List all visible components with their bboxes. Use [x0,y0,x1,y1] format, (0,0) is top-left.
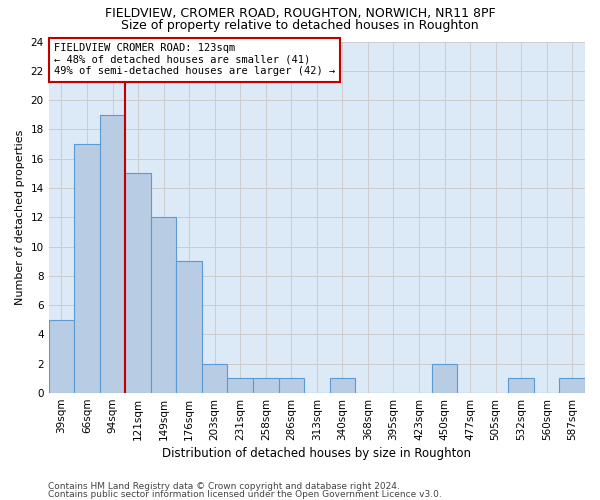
Text: FIELDVIEW CROMER ROAD: 123sqm
← 48% of detached houses are smaller (41)
49% of s: FIELDVIEW CROMER ROAD: 123sqm ← 48% of d… [54,44,335,76]
Bar [508,378,534,393]
Bar [432,364,457,393]
Text: Contains HM Land Registry data © Crown copyright and database right 2024.: Contains HM Land Registry data © Crown c… [48,482,400,491]
Bar [227,378,253,393]
Text: Contains public sector information licensed under the Open Government Licence v3: Contains public sector information licen… [48,490,442,499]
Bar [74,144,100,393]
Bar [329,378,355,393]
Bar [278,378,304,393]
Text: Size of property relative to detached houses in Roughton: Size of property relative to detached ho… [121,19,479,32]
Bar [253,378,278,393]
Bar [202,364,227,393]
Bar [100,114,125,393]
Bar [49,320,74,393]
Bar [176,261,202,393]
Bar [125,174,151,393]
Bar [559,378,585,393]
Bar [151,218,176,393]
Text: FIELDVIEW, CROMER ROAD, ROUGHTON, NORWICH, NR11 8PF: FIELDVIEW, CROMER ROAD, ROUGHTON, NORWIC… [104,8,496,20]
Y-axis label: Number of detached properties: Number of detached properties [15,130,25,305]
X-axis label: Distribution of detached houses by size in Roughton: Distribution of detached houses by size … [163,447,472,460]
